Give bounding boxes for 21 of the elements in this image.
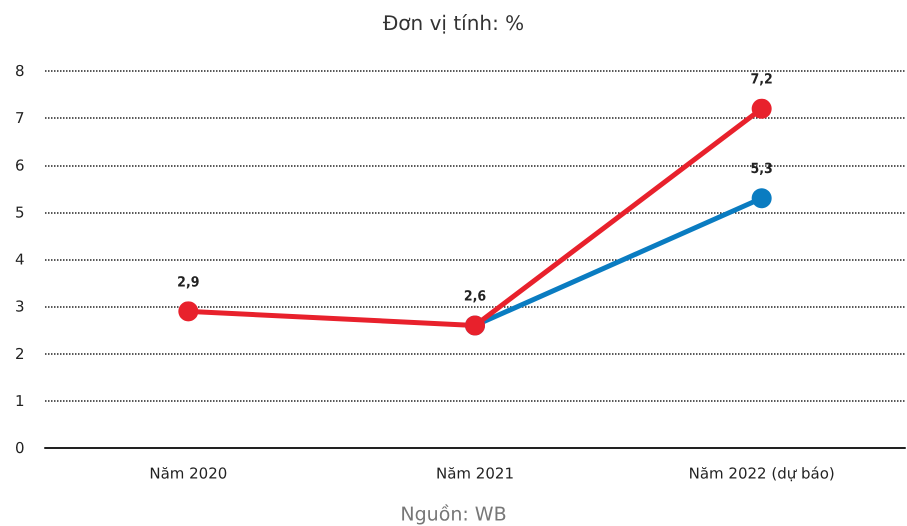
data-label: 2,9 xyxy=(177,274,200,290)
x-tick-label: Năm 2022 (dự báo) xyxy=(688,464,835,482)
data-label: 7,2 xyxy=(750,72,773,88)
y-tick-label: 1 xyxy=(15,392,25,410)
point xyxy=(752,98,772,119)
data-label: 5,3 xyxy=(750,161,773,178)
y-tick-label: 2 xyxy=(15,344,25,363)
text: Nguồn: WB xyxy=(400,504,507,526)
data-label: 2,6 xyxy=(464,288,486,304)
y-tick-label: 7 xyxy=(15,109,25,128)
y-tick-label: 3 xyxy=(15,298,25,316)
y-tick-label: 8 xyxy=(15,62,25,80)
y-tick-label: 5 xyxy=(15,203,25,222)
x-tick-label: Năm 2021 xyxy=(436,464,514,482)
x-tick-label: Năm 2020 xyxy=(149,464,228,482)
y-tick-label: 4 xyxy=(15,250,25,268)
point xyxy=(752,188,772,208)
y-tick-label: 6 xyxy=(15,156,25,174)
y-tick-label: 0 xyxy=(15,439,25,457)
point xyxy=(178,301,198,322)
chart-subtitle: Đơn vị tính: % xyxy=(382,11,524,35)
